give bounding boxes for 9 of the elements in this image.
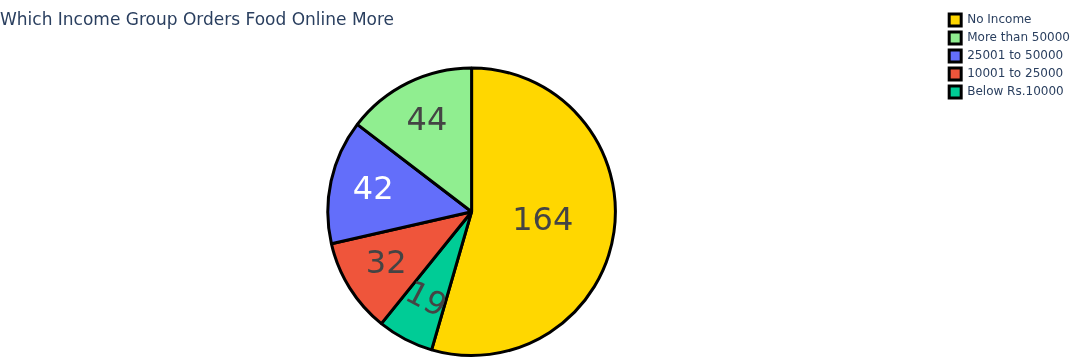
legend-label: 10001 to 25000 bbox=[967, 66, 1064, 81]
data-label: 42 bbox=[352, 168, 394, 207]
legend-label: Below Rs.10000 bbox=[967, 84, 1064, 99]
data-label: 44 bbox=[406, 99, 448, 138]
legend-label: More than 50000 bbox=[967, 30, 1071, 45]
legend-label: No Income bbox=[967, 12, 1032, 27]
chart-title: Which Income Group Orders Food Online More bbox=[0, 8, 395, 29]
data-label: 164 bbox=[512, 200, 574, 239]
legend-label: 25001 to 50000 bbox=[967, 48, 1064, 63]
